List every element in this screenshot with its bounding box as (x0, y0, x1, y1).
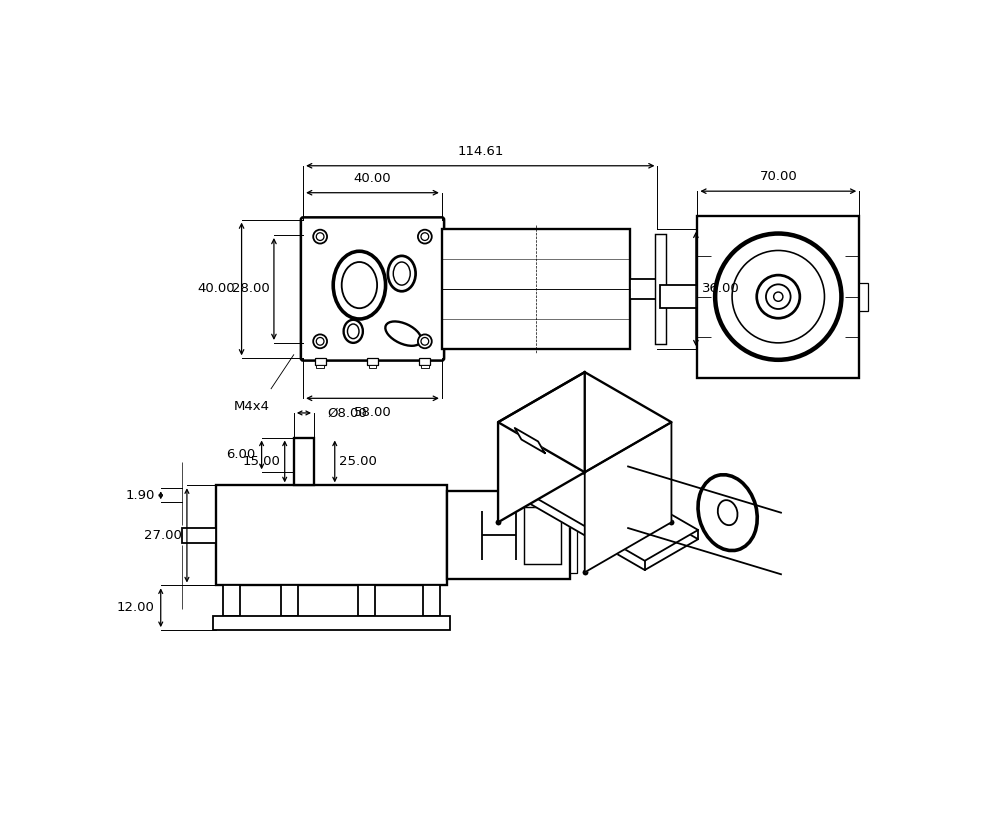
Bar (181, 528, 216, 543)
Text: 1.90: 1.90 (125, 489, 154, 502)
Circle shape (555, 450, 562, 456)
Circle shape (553, 394, 564, 405)
Circle shape (553, 447, 564, 458)
Circle shape (502, 481, 508, 487)
Circle shape (421, 338, 428, 345)
Bar (316, 365, 324, 369)
Text: 36.00: 36.00 (702, 283, 740, 295)
Bar (441, 229, 631, 349)
Bar (358, 585, 374, 616)
Circle shape (555, 396, 562, 402)
Circle shape (732, 251, 825, 343)
Bar (661, 285, 698, 308)
Circle shape (502, 427, 508, 433)
Bar (281, 585, 297, 616)
Circle shape (715, 233, 842, 359)
Text: Ø8.00: Ø8.00 (328, 406, 367, 420)
Ellipse shape (341, 262, 377, 308)
Text: M4x4: M4x4 (234, 400, 270, 412)
Polygon shape (525, 461, 698, 561)
Polygon shape (525, 470, 698, 570)
FancyBboxPatch shape (301, 217, 444, 360)
Bar (525, 507, 562, 563)
Bar (447, 492, 571, 579)
Ellipse shape (347, 324, 359, 339)
Text: 58.00: 58.00 (353, 406, 391, 419)
Bar (314, 359, 325, 365)
Text: 12.00: 12.00 (117, 601, 154, 614)
Text: 40.00: 40.00 (353, 172, 391, 185)
Polygon shape (498, 372, 585, 522)
Text: 25.00: 25.00 (339, 455, 377, 468)
Bar (367, 359, 377, 365)
Bar (368, 365, 376, 369)
Text: 28.00: 28.00 (231, 283, 269, 295)
Bar (423, 585, 440, 616)
Text: 27.00: 27.00 (144, 529, 182, 542)
Circle shape (418, 334, 431, 349)
Bar (698, 216, 859, 378)
Polygon shape (585, 422, 672, 573)
Circle shape (421, 232, 428, 241)
Ellipse shape (385, 322, 421, 346)
Text: 40.00: 40.00 (198, 283, 235, 295)
Circle shape (499, 478, 511, 489)
Bar (294, 437, 314, 486)
Bar (421, 365, 428, 369)
Ellipse shape (343, 320, 362, 343)
Bar (419, 359, 430, 365)
Text: 6.00: 6.00 (226, 448, 255, 461)
Ellipse shape (393, 262, 410, 285)
Circle shape (499, 425, 511, 436)
Circle shape (766, 284, 791, 309)
Ellipse shape (388, 256, 415, 291)
Polygon shape (515, 428, 545, 453)
Circle shape (418, 230, 431, 243)
Ellipse shape (698, 475, 757, 551)
Ellipse shape (718, 500, 738, 525)
Bar (655, 234, 666, 344)
Text: 70.00: 70.00 (760, 171, 797, 183)
Polygon shape (498, 372, 672, 472)
Ellipse shape (530, 429, 554, 466)
Circle shape (316, 338, 324, 345)
Text: 15.00: 15.00 (242, 455, 280, 468)
Circle shape (316, 232, 324, 241)
Ellipse shape (533, 436, 548, 458)
Bar (216, 486, 447, 585)
Bar (213, 616, 450, 630)
Circle shape (313, 230, 327, 243)
Bar (571, 497, 578, 573)
Bar (223, 585, 240, 616)
Circle shape (774, 292, 783, 301)
Bar (859, 283, 869, 310)
Circle shape (757, 275, 800, 319)
Text: 114.61: 114.61 (457, 145, 504, 158)
Circle shape (313, 334, 327, 349)
Ellipse shape (333, 252, 385, 319)
Bar (631, 279, 658, 299)
